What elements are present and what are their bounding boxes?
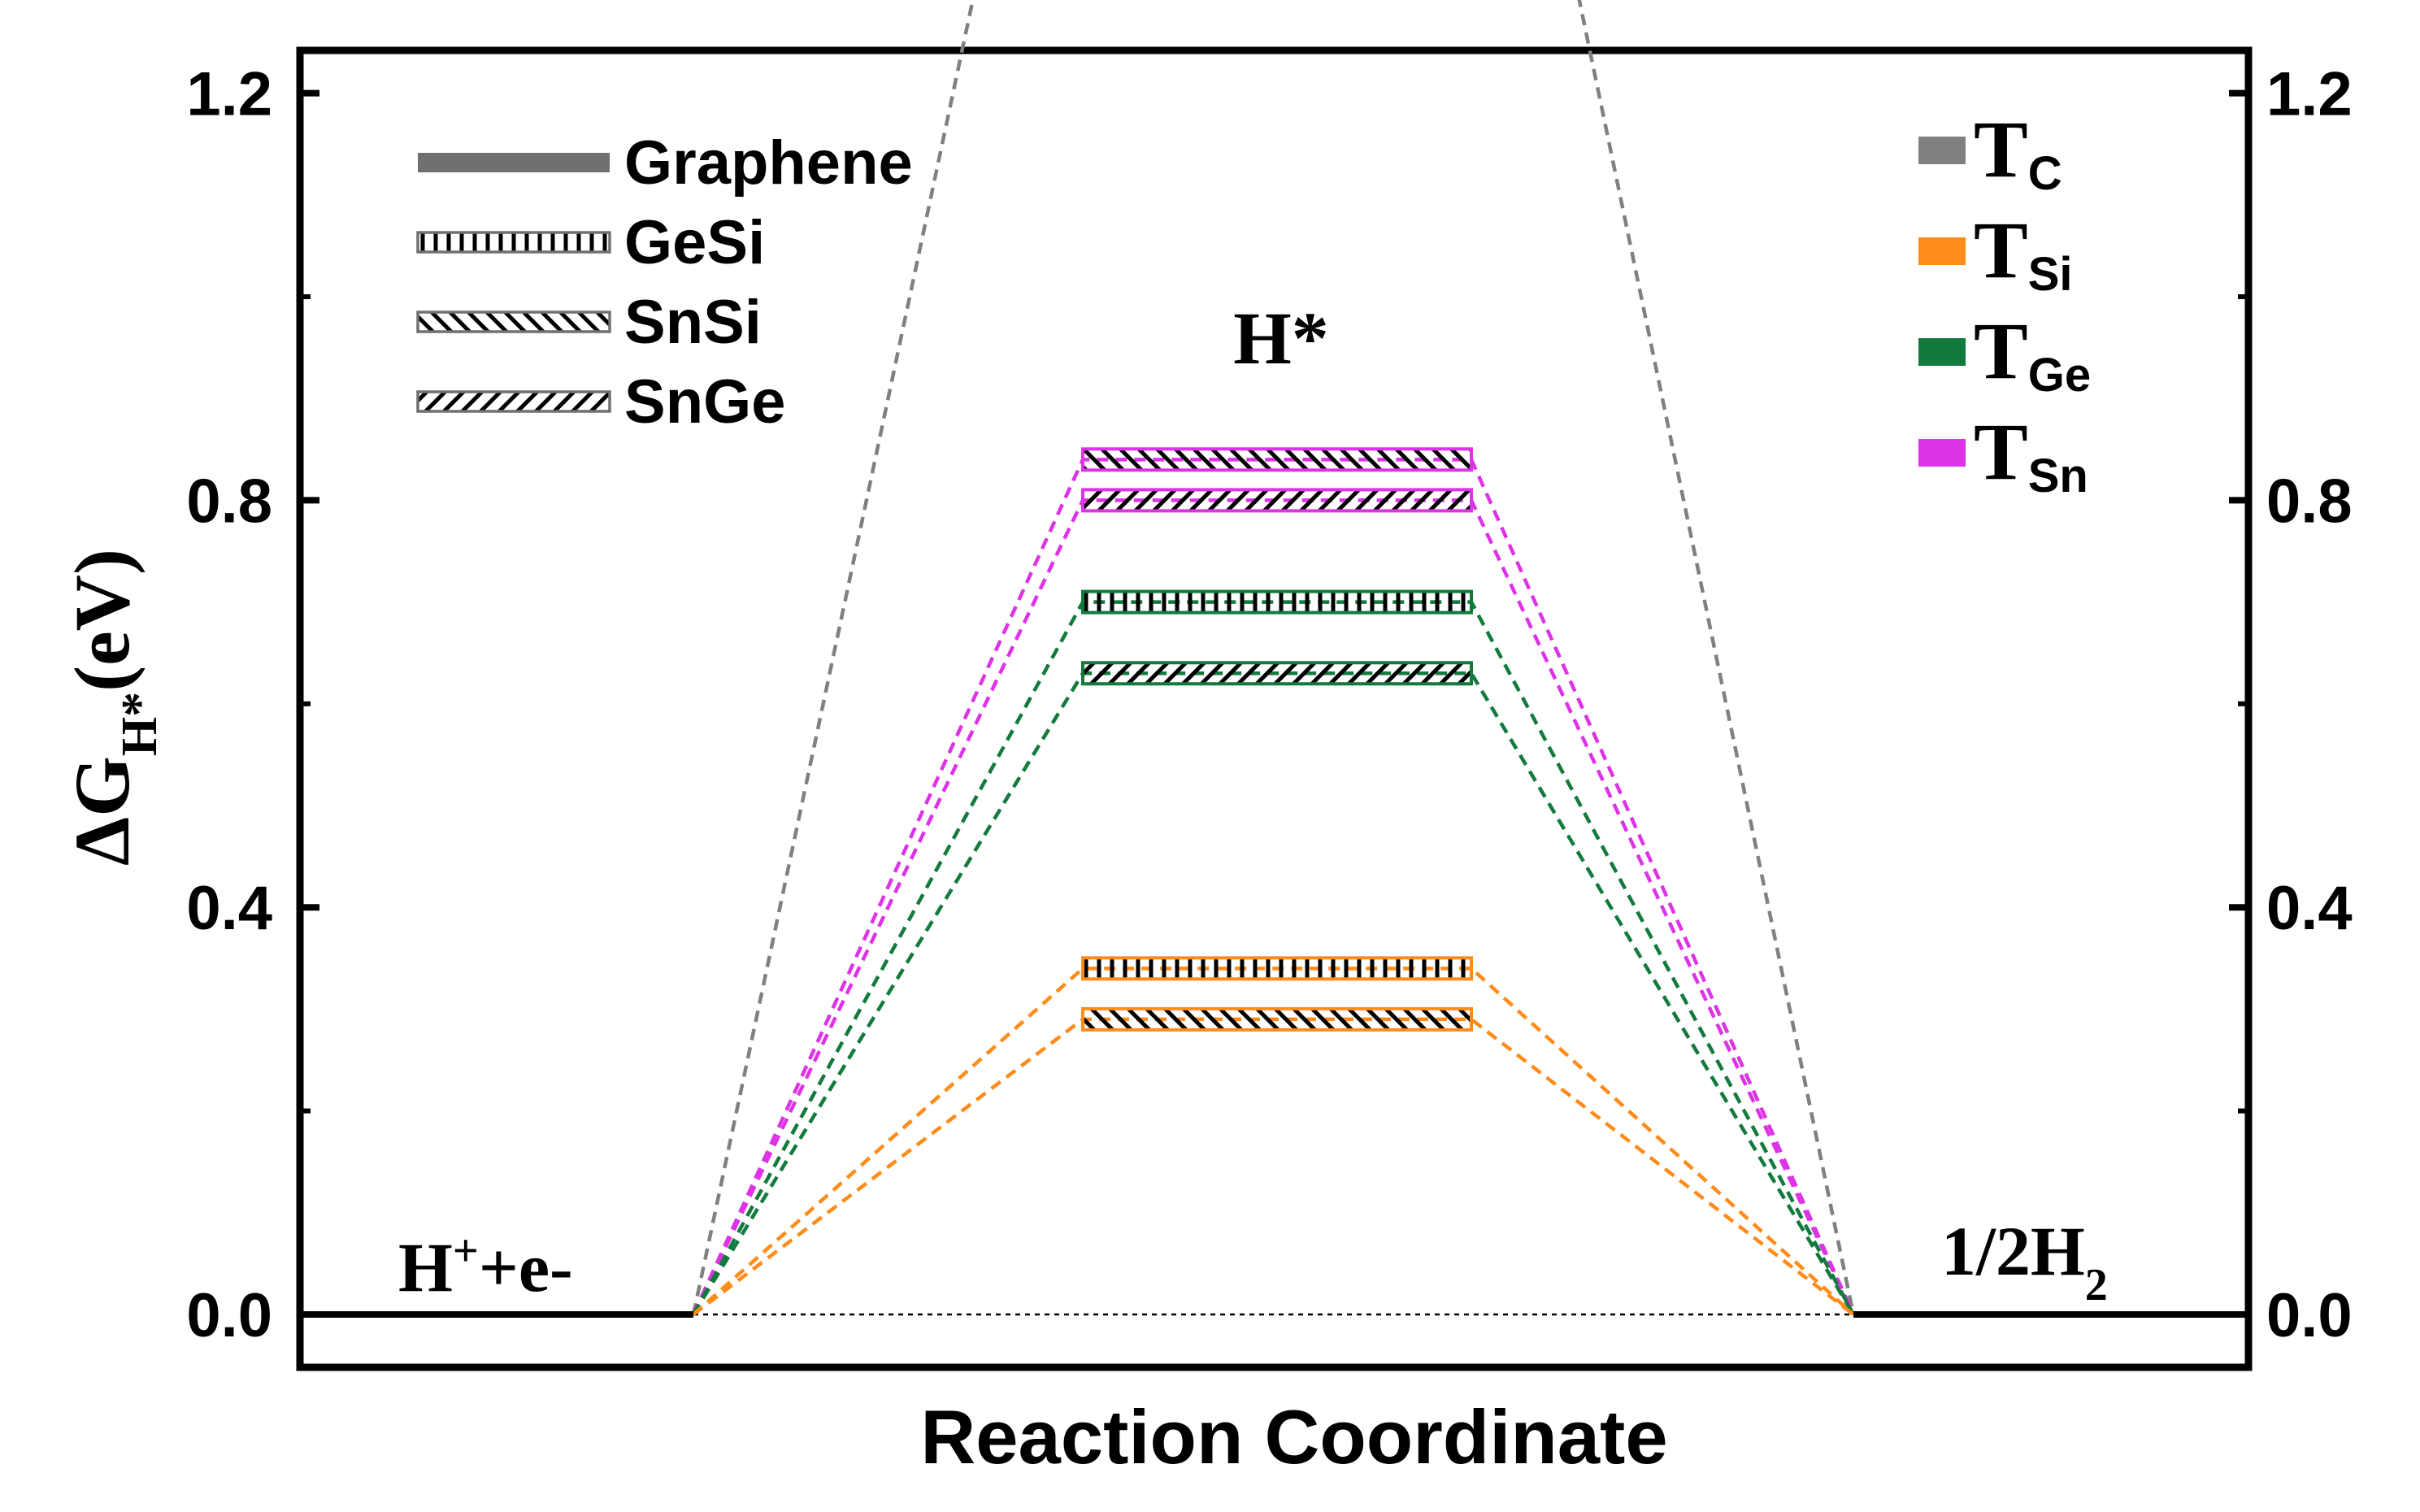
y-tick-label-right: 0.4 (2266, 874, 2353, 943)
legend-label-snsi: SnSi (624, 288, 762, 357)
y-tick-label-left: 0.0 (186, 1281, 272, 1350)
legend-label-graphene: Graphene (624, 128, 913, 198)
connector-graphene-c (691, 0, 1856, 1315)
level-snsi-sn (1081, 447, 1473, 472)
intermediate-state-label: H* (1233, 297, 1329, 380)
level-snge-ge (1081, 661, 1473, 686)
y-tick-label-left: 1.2 (186, 60, 272, 129)
legend-swatch-graphene (418, 153, 610, 172)
y-axis-label: ΔGH*(eV) (59, 549, 167, 866)
legend-swatch-t-ge (1918, 338, 1966, 366)
legend-swatch-snsi (416, 311, 611, 333)
axis-ticks: 0.00.00.40.40.80.81.21.21.61.62.02.02.42… (186, 60, 2353, 1350)
final-state-label: 1/2H2 (1941, 1212, 2108, 1310)
y-tick-label-right: 0.0 (2266, 1281, 2353, 1350)
legend-swatch-t-c (1918, 137, 1966, 164)
connector-snge-sn (691, 498, 1856, 1315)
y-tick-label-left: 0.4 (186, 874, 272, 943)
connector-snsi-sn (691, 458, 1856, 1315)
legend-swatch-t-sn (1918, 439, 1966, 467)
y-tick-label-left: 0.8 (186, 467, 272, 536)
level-snsi-si (1081, 1006, 1473, 1032)
energy-levels (303, 447, 2245, 1318)
legend-label-snge: SnGe (624, 367, 786, 437)
legend-label-gesi: GeSi (624, 208, 765, 277)
legend-label-t-ge: TGe (1974, 306, 2091, 402)
structure-legend: Graphene GeSi SnSi SnGe (416, 128, 913, 437)
level-snge-sn (1081, 488, 1473, 513)
legend-label-t-si: TSi (1974, 205, 2073, 301)
legend-swatch-snge (416, 390, 611, 413)
level-gesi-si (1081, 956, 1473, 981)
y-tick-label-right: 1.2 (2266, 60, 2353, 129)
level-gesi-ge (1081, 589, 1473, 615)
connector-snsi-si (692, 1017, 1855, 1316)
legend-swatch-t-si (1918, 237, 1966, 265)
plot-frame (296, 46, 2253, 1371)
x-axis-label: Reaction Coordinate (920, 1394, 1667, 1479)
y-tick-label-right: 0.8 (2266, 467, 2353, 536)
legend-label-t-c: TC (1974, 104, 2062, 200)
initial-state-label: H++e- (398, 1226, 573, 1306)
legend-swatch-gesi (416, 231, 611, 254)
legend-label-t-sn: TSn (1974, 406, 2088, 502)
